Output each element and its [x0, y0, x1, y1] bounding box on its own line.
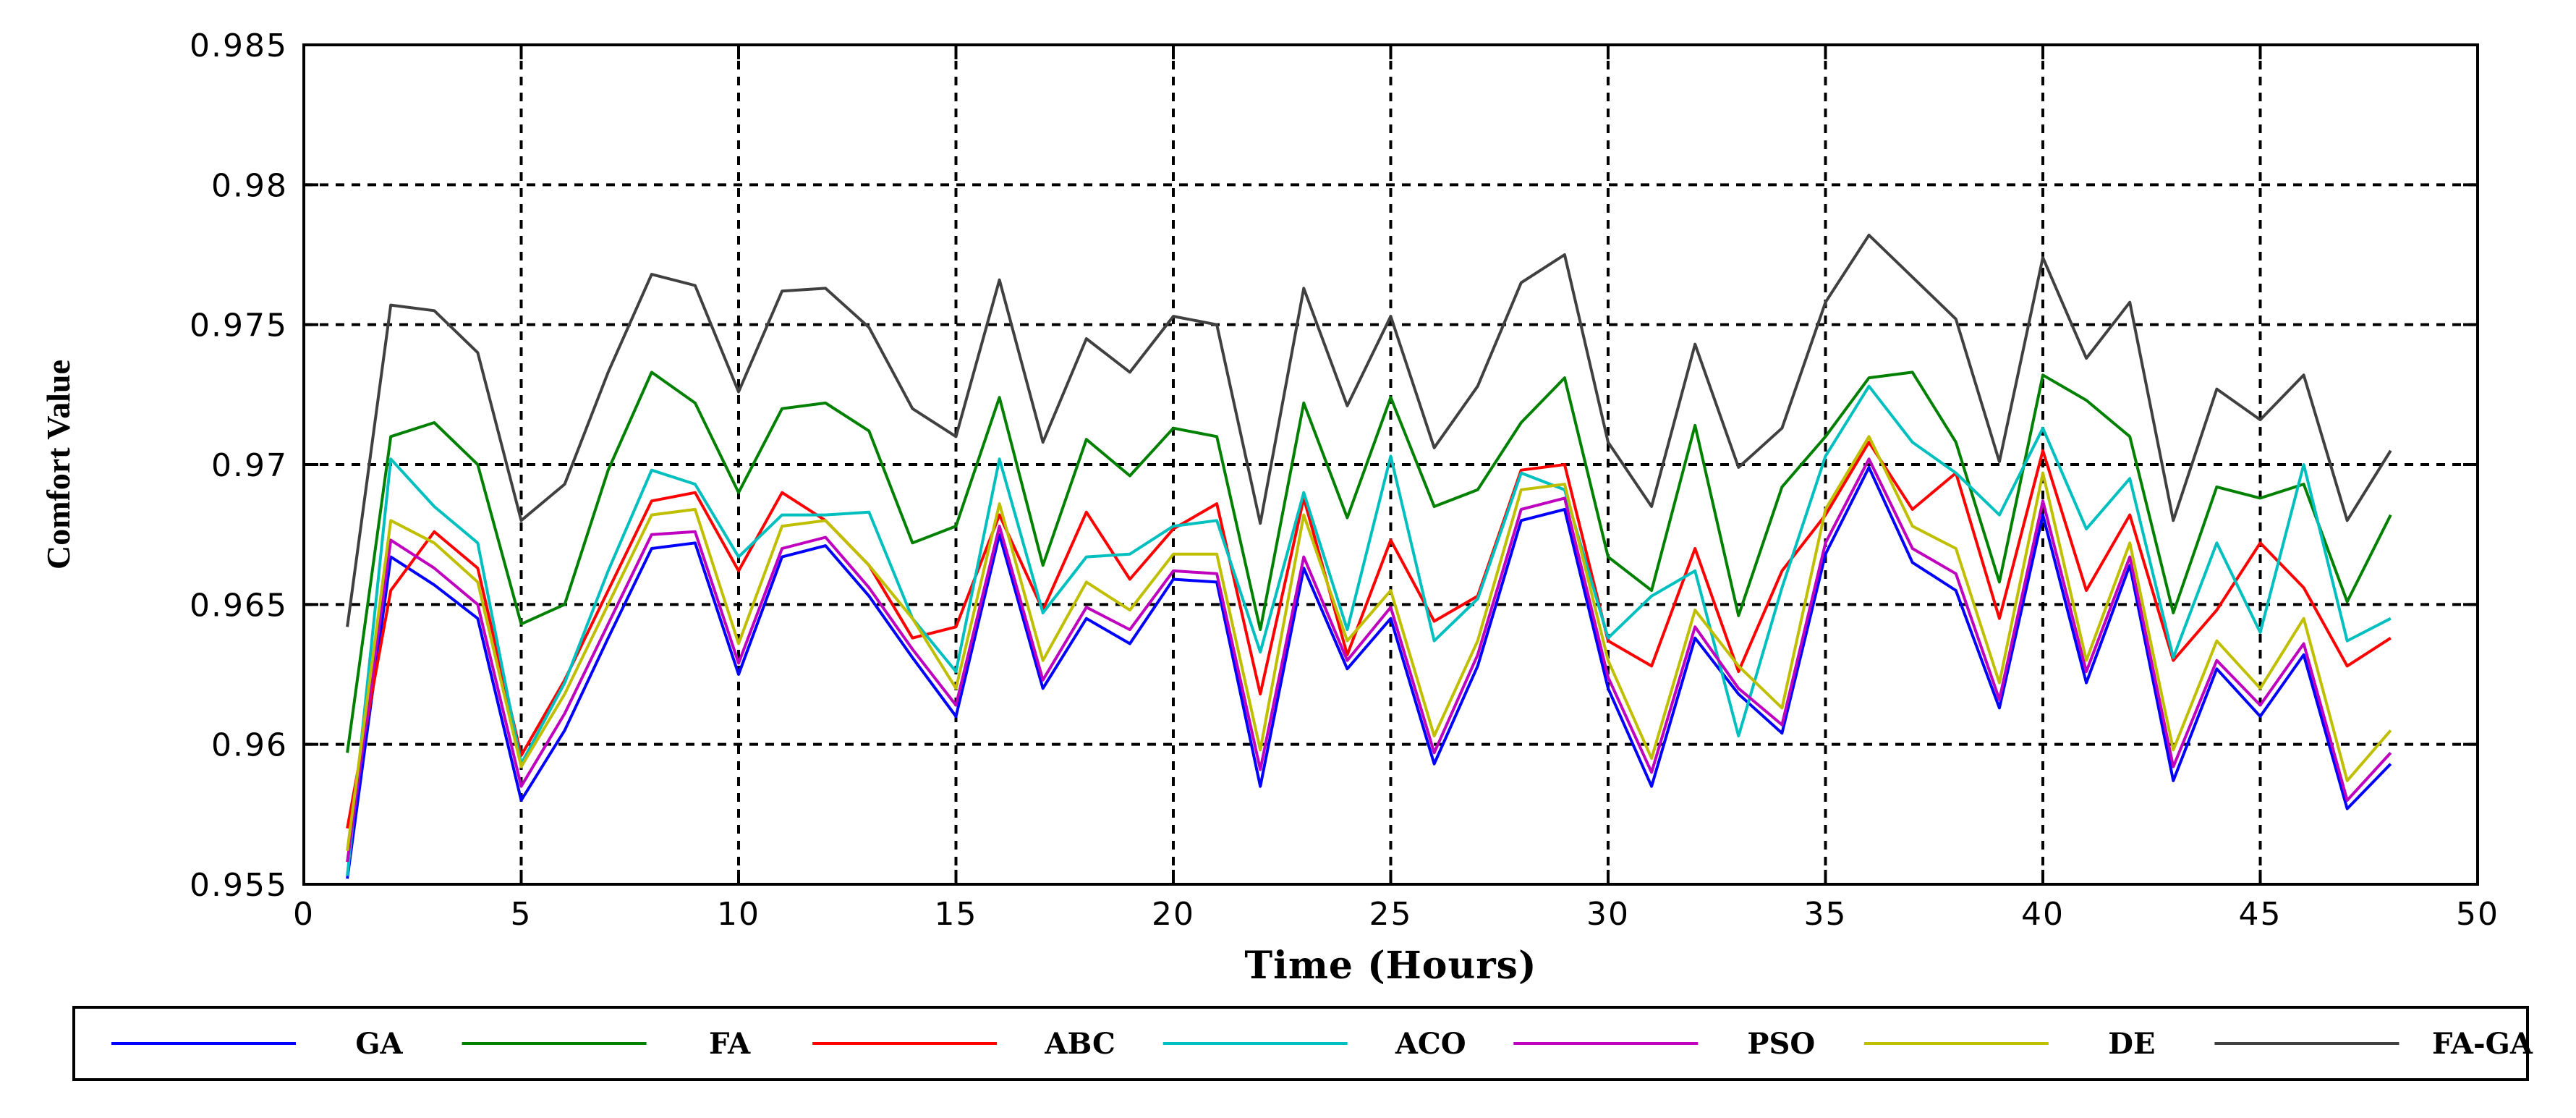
series-line-aco	[346, 384, 2392, 876]
x-tick-label: 15	[935, 896, 978, 933]
y-tick-label: 0.955	[190, 867, 288, 904]
series-line-ga	[346, 465, 2392, 879]
series-line-abc	[346, 441, 2392, 829]
x-tick-label: 5	[511, 896, 532, 933]
legend-label: DE	[2108, 1027, 2155, 1061]
series-line-fa-ga	[346, 233, 2392, 627]
grid-lines	[304, 45, 2478, 884]
y-tick-label: 0.98	[211, 167, 288, 204]
y-tick-label: 0.965	[190, 587, 288, 624]
y-tick-label: 0.96	[211, 727, 288, 764]
x-tick-label: 40	[2021, 896, 2065, 933]
y-tick-label: 0.975	[190, 308, 288, 344]
series-lines	[346, 233, 2392, 879]
y-tick-labels: 0.955 0.96 0.965 0.97 0.975 0.98 0.985	[190, 27, 288, 904]
legend-label: ABC	[1044, 1027, 1115, 1061]
x-tick-label: 45	[2239, 896, 2282, 933]
x-tick-label: 35	[1804, 896, 1848, 933]
x-tick-label: 50	[2456, 896, 2499, 933]
series-line-fa	[346, 370, 2392, 753]
series-line-pso	[346, 457, 2392, 863]
legend: GA FA ABC ACO PSO DE FA-GA	[72, 1006, 2533, 1081]
x-tick-label: 10	[717, 896, 760, 933]
x-tick-labels: 0 5 10 15 20 25 30 35 40 45 50	[293, 896, 2499, 933]
legend-label: FA	[709, 1027, 751, 1061]
x-tick-label: 0	[293, 896, 315, 933]
y-axis-label: Comfort Value	[40, 360, 77, 569]
legend-label: ACO	[1395, 1027, 1466, 1061]
axis-ticks	[302, 43, 2479, 886]
x-tick-label: 30	[1586, 896, 1630, 933]
y-tick-label: 0.97	[211, 447, 288, 484]
legend-label: PSO	[1747, 1027, 1815, 1061]
legend-label: FA-GA	[2432, 1027, 2533, 1061]
x-tick-label: 25	[1369, 896, 1413, 933]
x-axis-label: Time (Hours)	[1244, 944, 1536, 988]
y-tick-label: 0.985	[190, 27, 288, 64]
x-tick-label: 20	[1152, 896, 1195, 933]
legend-label: GA	[355, 1027, 403, 1061]
series-line-de	[346, 435, 2392, 851]
